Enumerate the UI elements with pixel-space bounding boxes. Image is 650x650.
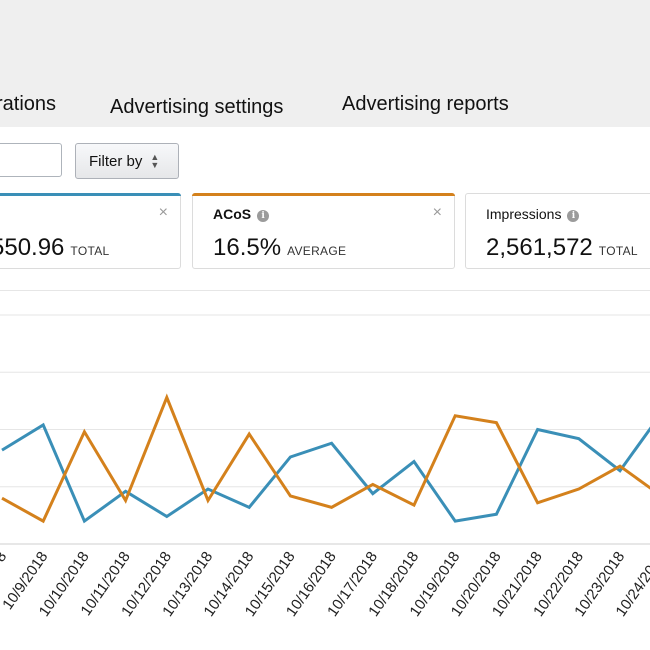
metric-title: ACoS i: [213, 206, 270, 222]
header-band: [0, 0, 650, 127]
card-accent-bar: [192, 193, 455, 196]
metric-card-impressions[interactable]: Impressions i 2,561,572 TOTAL: [465, 193, 650, 269]
tab-advertising-settings[interactable]: Advertising settings: [110, 96, 284, 118]
tab-operations[interactable]: rations: [0, 93, 57, 115]
series-line-orange: [1, 393, 650, 524]
section-divider: [0, 290, 650, 291]
info-icon[interactable]: i: [567, 210, 580, 222]
sort-caret-icon: ▲ ▼: [150, 152, 160, 170]
close-icon[interactable]: ×: [432, 204, 442, 221]
metric-value: 2,561,572 TOTAL: [486, 234, 638, 262]
metric-number: 2,561,572: [486, 234, 593, 261]
metric-unit: TOTAL: [70, 244, 110, 258]
filter-by-button[interactable]: Filter by ▲ ▼: [75, 143, 179, 179]
search-input[interactable]: [0, 143, 62, 177]
metric-title-text: Impressions: [486, 206, 562, 222]
metric-card-spend[interactable]: × 550.96 TOTAL: [0, 193, 181, 269]
metric-unit: TOTAL: [598, 244, 638, 258]
close-icon[interactable]: ×: [158, 204, 168, 221]
card-accent-bar: [0, 193, 181, 196]
metric-number: 550.96: [0, 234, 65, 261]
metric-number: 16.5%: [213, 234, 282, 261]
metric-title-text: ACoS: [213, 206, 252, 222]
metric-card-acos[interactable]: ACoS i × 16.5% AVERAGE: [192, 193, 455, 269]
metric-value: 16.5% AVERAGE: [213, 234, 346, 262]
info-icon[interactable]: i: [257, 210, 270, 222]
metric-unit: AVERAGE: [287, 244, 347, 258]
filter-by-label: Filter by: [89, 152, 143, 170]
metric-title: Impressions i: [486, 206, 580, 222]
series-line-blue: [1, 422, 650, 524]
tab-advertising-reports[interactable]: Advertising reports: [342, 93, 509, 115]
x-tick-label: 8: [0, 549, 10, 566]
metric-value: 550.96 TOTAL: [0, 234, 109, 262]
